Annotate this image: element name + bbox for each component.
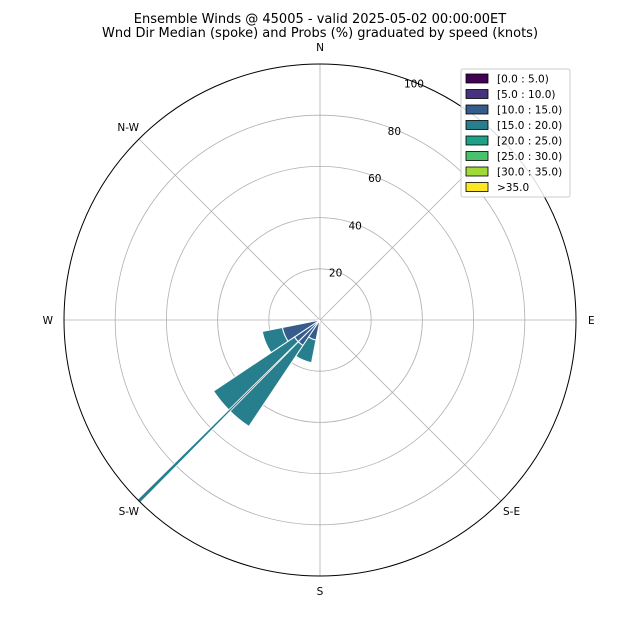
radial-tick-labels: 20 40 60 80 100 [329,78,424,279]
direction-label: S-E [503,506,520,518]
legend-entry: [10.0 : 15.0) [497,105,562,117]
radial-tick-label: 20 [329,268,342,280]
legend-entry: [30.0 : 35.0) [497,167,562,179]
direction-label: S-W [119,506,140,518]
legend-entry: [0.0 : 5.0) [497,74,549,86]
legend: [0.0 : 5.0) [5.0 : 10.0) [10.0 : 15.0) [15.… [460,68,571,198]
legend-swatch [465,73,489,84]
grid-spoke [319,319,502,502]
legend-swatch [465,151,489,161]
chart-title: Ensemble Winds @ 45005 - valid 2025-05-0… [134,12,506,27]
radial-tick-label: 80 [388,126,401,138]
radial-tick-label: 40 [348,220,361,232]
chart-subtitle: Wnd Dir Median (spoke) and Probs (%) gra… [102,26,538,41]
direction-label: E [588,315,595,327]
direction-label: N-W [117,122,139,134]
direction-label: W [43,315,54,327]
direction-label: S [317,586,324,598]
wind-wedge [295,336,317,364]
legend-entry: [20.0 : 25.0) [497,136,562,148]
direction-label: N [316,42,324,54]
median-spoke-layer [136,319,321,504]
legend-swatch [465,135,489,146]
legend-swatch [465,89,489,99]
grid-spoke [138,138,321,321]
median-spoke [136,319,321,504]
legend-swatch [465,104,489,115]
direction-labels: N E S-E S S-W W N-W [43,42,595,598]
legend-swatch [465,182,489,192]
legend-swatch [465,166,489,177]
radial-tick-label: 100 [404,78,424,90]
legend-frame [460,68,571,198]
radial-tick-label: 60 [368,173,381,185]
legend-entry: >35.0 [497,182,529,194]
wind-wedge [261,326,289,354]
polar-frame [63,63,577,577]
legend-swatch [465,120,489,130]
legend-entry: [5.0 : 10.0) [497,89,555,101]
legend-entry: [15.0 : 20.0) [497,120,562,132]
legend-entry: [25.0 : 30.0) [497,151,562,163]
